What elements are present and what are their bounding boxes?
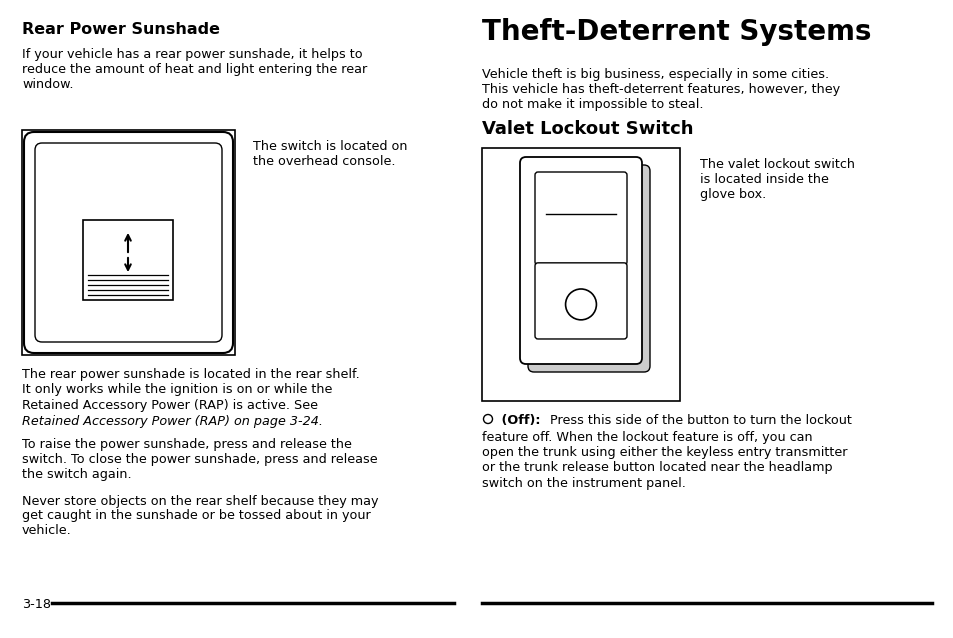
Text: Retained Accessory Power (RAP) is active. See: Retained Accessory Power (RAP) is active… bbox=[22, 399, 317, 412]
Text: If your vehicle has a rear power sunshade, it helps to
reduce the amount of heat: If your vehicle has a rear power sunshad… bbox=[22, 48, 367, 91]
Text: switch on the instrument panel.: switch on the instrument panel. bbox=[481, 477, 685, 490]
Text: feature off. When the lockout feature is off, you can: feature off. When the lockout feature is… bbox=[481, 431, 812, 443]
Text: Theft-Deterrent Systems: Theft-Deterrent Systems bbox=[481, 18, 871, 46]
Text: open the trunk using either the keyless entry transmitter: open the trunk using either the keyless … bbox=[481, 446, 846, 459]
Circle shape bbox=[565, 289, 596, 320]
Text: (Off):: (Off): bbox=[497, 414, 540, 427]
Bar bbox=[22, 130, 234, 355]
Text: Valet Lockout Switch: Valet Lockout Switch bbox=[481, 120, 693, 138]
FancyBboxPatch shape bbox=[535, 263, 626, 339]
FancyBboxPatch shape bbox=[24, 132, 233, 353]
FancyBboxPatch shape bbox=[527, 165, 649, 372]
Text: To raise the power sunshade, press and release the
switch. To close the power su: To raise the power sunshade, press and r… bbox=[22, 438, 377, 481]
Text: Never store objects on the rear shelf because they may
get caught in the sunshad: Never store objects on the rear shelf be… bbox=[22, 494, 378, 537]
Text: Retained Accessory Power (RAP) on page 3-24.: Retained Accessory Power (RAP) on page 3… bbox=[22, 415, 322, 427]
Text: The switch is located on
the overhead console.: The switch is located on the overhead co… bbox=[253, 140, 407, 168]
Text: Rear Power Sunshade: Rear Power Sunshade bbox=[22, 22, 220, 37]
Text: Press this side of the button to turn the lockout: Press this side of the button to turn th… bbox=[541, 414, 851, 427]
Bar bbox=[481, 148, 679, 401]
Text: It only works while the ignition is on or while the: It only works while the ignition is on o… bbox=[22, 383, 332, 396]
FancyBboxPatch shape bbox=[35, 143, 222, 342]
Bar bbox=[83, 220, 172, 300]
Text: or the trunk release button located near the headlamp: or the trunk release button located near… bbox=[481, 461, 832, 475]
Text: The rear power sunshade is located in the rear shelf.: The rear power sunshade is located in th… bbox=[22, 368, 359, 381]
Text: Vehicle theft is big business, especially in some cities.
This vehicle has theft: Vehicle theft is big business, especiall… bbox=[481, 68, 840, 111]
Text: 3-18: 3-18 bbox=[22, 598, 51, 611]
Circle shape bbox=[483, 415, 492, 424]
Text: The valet lockout switch
is located inside the
glove box.: The valet lockout switch is located insi… bbox=[700, 158, 854, 201]
FancyBboxPatch shape bbox=[535, 172, 626, 265]
FancyBboxPatch shape bbox=[519, 157, 641, 364]
